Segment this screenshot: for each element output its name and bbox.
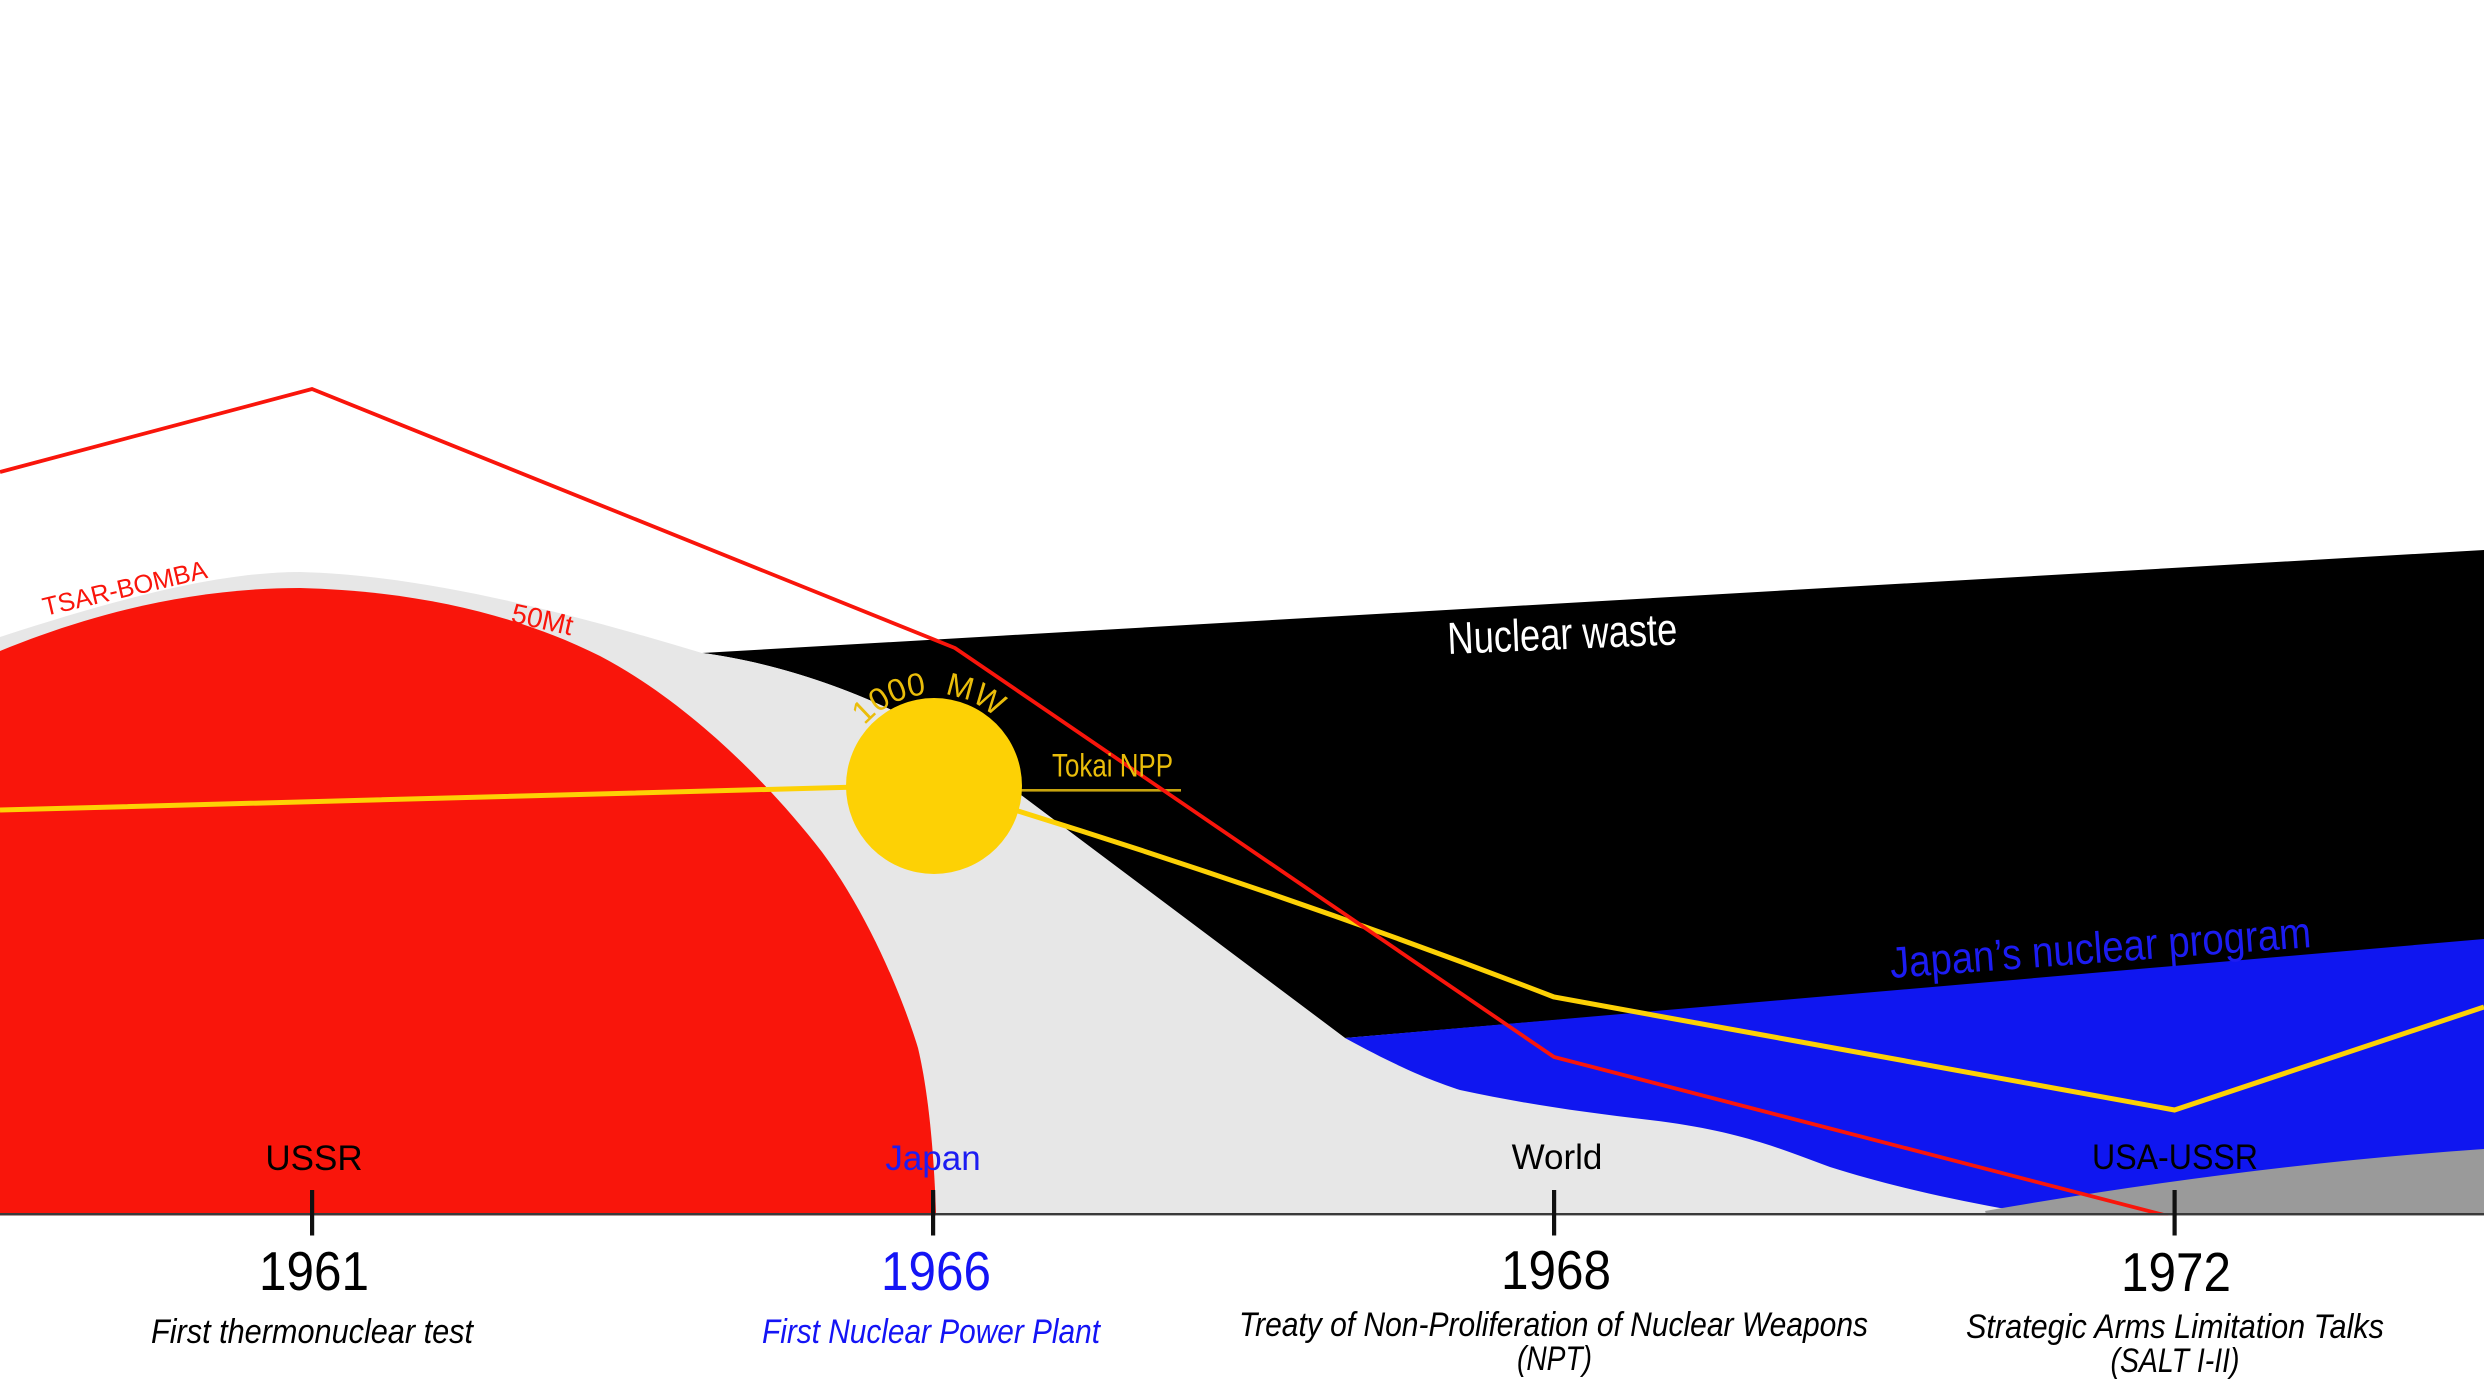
svg-text:USSR: USSR (265, 1139, 362, 1178)
svg-text:(NPT): (NPT) (1517, 1340, 1592, 1378)
svg-text:Strategic Arms Limitation Talk: Strategic Arms Limitation Talks (1966, 1308, 2384, 1346)
svg-text:USA-USSR: USA-USSR (2092, 1138, 2258, 1177)
svg-text:World: World (1512, 1138, 1603, 1177)
svg-text:1961: 1961 (259, 1240, 369, 1302)
svg-text:First Nuclear Power Plant: First Nuclear Power Plant (762, 1313, 1101, 1351)
svg-text:Tokai NPP: Tokai NPP (1052, 748, 1173, 784)
svg-text:(SALT I-II): (SALT I-II) (2111, 1342, 2240, 1380)
svg-text:Nuclear waste: Nuclear waste (1446, 603, 1678, 664)
svg-text:Japan: Japan (885, 1139, 980, 1178)
svg-text:Treaty of Non-Proliferation of: Treaty of Non-Proliferation of Nuclear W… (1239, 1306, 1868, 1344)
svg-text:First thermonuclear test: First thermonuclear test (151, 1313, 474, 1351)
svg-text:1966: 1966 (881, 1240, 991, 1302)
svg-text:1972: 1972 (2121, 1241, 2231, 1303)
svg-text:1968: 1968 (1501, 1239, 1611, 1301)
